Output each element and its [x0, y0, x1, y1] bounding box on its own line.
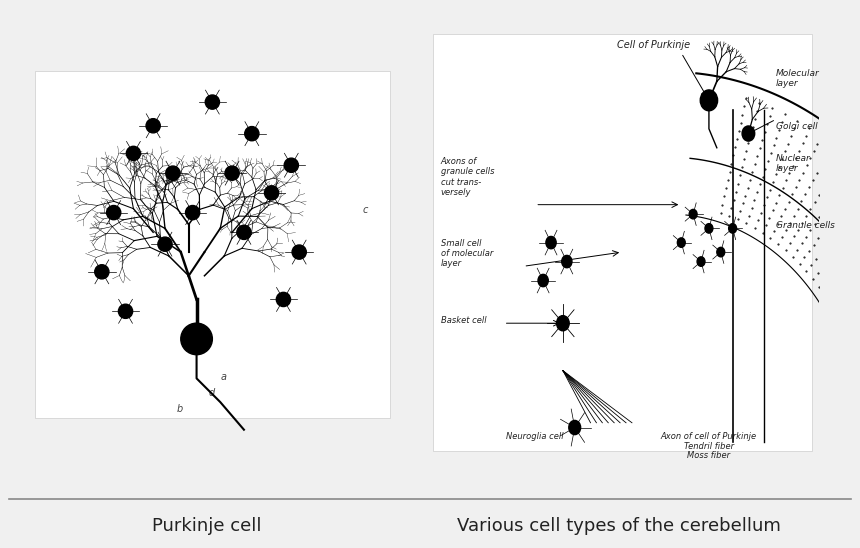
- Text: Small cell
of molecular
layer: Small cell of molecular layer: [440, 238, 493, 269]
- Circle shape: [166, 166, 180, 180]
- Text: Granule cells: Granule cells: [776, 221, 835, 230]
- Text: c: c: [362, 204, 368, 215]
- Text: Neuroglia cell: Neuroglia cell: [507, 432, 564, 441]
- Circle shape: [678, 238, 685, 247]
- FancyBboxPatch shape: [34, 71, 390, 418]
- Circle shape: [717, 247, 725, 257]
- Circle shape: [206, 95, 219, 109]
- Circle shape: [186, 206, 200, 220]
- Text: Nuclear
layer: Nuclear layer: [776, 154, 811, 174]
- Circle shape: [119, 304, 132, 318]
- Circle shape: [237, 225, 251, 239]
- Circle shape: [107, 206, 120, 220]
- Text: Basket cell: Basket cell: [440, 316, 486, 325]
- Text: Molecular
layer: Molecular layer: [776, 68, 820, 88]
- Circle shape: [146, 119, 160, 133]
- Circle shape: [705, 224, 713, 233]
- Text: Moss fiber: Moss fiber: [687, 452, 730, 460]
- Circle shape: [284, 158, 298, 172]
- Text: Tendril fiber: Tendril fiber: [684, 442, 734, 451]
- Circle shape: [556, 316, 569, 331]
- Circle shape: [95, 265, 109, 279]
- Circle shape: [689, 209, 697, 219]
- Circle shape: [697, 257, 705, 266]
- FancyBboxPatch shape: [433, 34, 812, 451]
- Circle shape: [546, 236, 556, 249]
- Circle shape: [181, 323, 212, 355]
- Circle shape: [700, 90, 717, 111]
- Text: a: a: [220, 372, 226, 383]
- Text: Axon of cell of Purkinje: Axon of cell of Purkinje: [660, 432, 757, 441]
- Circle shape: [742, 126, 755, 141]
- Circle shape: [538, 275, 549, 287]
- Text: b: b: [177, 404, 183, 414]
- Circle shape: [568, 420, 580, 435]
- Text: d: d: [208, 388, 215, 398]
- Circle shape: [126, 146, 140, 161]
- Circle shape: [276, 292, 291, 306]
- Circle shape: [292, 245, 306, 259]
- Circle shape: [728, 224, 736, 233]
- Text: Various cell types of the cerebellum: Various cell types of the cerebellum: [458, 517, 781, 535]
- Text: Cell of Purkinje: Cell of Purkinje: [617, 40, 691, 50]
- Circle shape: [158, 237, 172, 252]
- Text: Purkinje cell: Purkinje cell: [151, 517, 261, 535]
- Circle shape: [265, 186, 279, 200]
- Text: Axons of
granule cells
cut trans-
versely: Axons of granule cells cut trans- versel…: [440, 157, 494, 197]
- Circle shape: [225, 166, 239, 180]
- Circle shape: [562, 255, 572, 268]
- Text: Golgi cell: Golgi cell: [776, 122, 818, 131]
- Circle shape: [245, 127, 259, 141]
